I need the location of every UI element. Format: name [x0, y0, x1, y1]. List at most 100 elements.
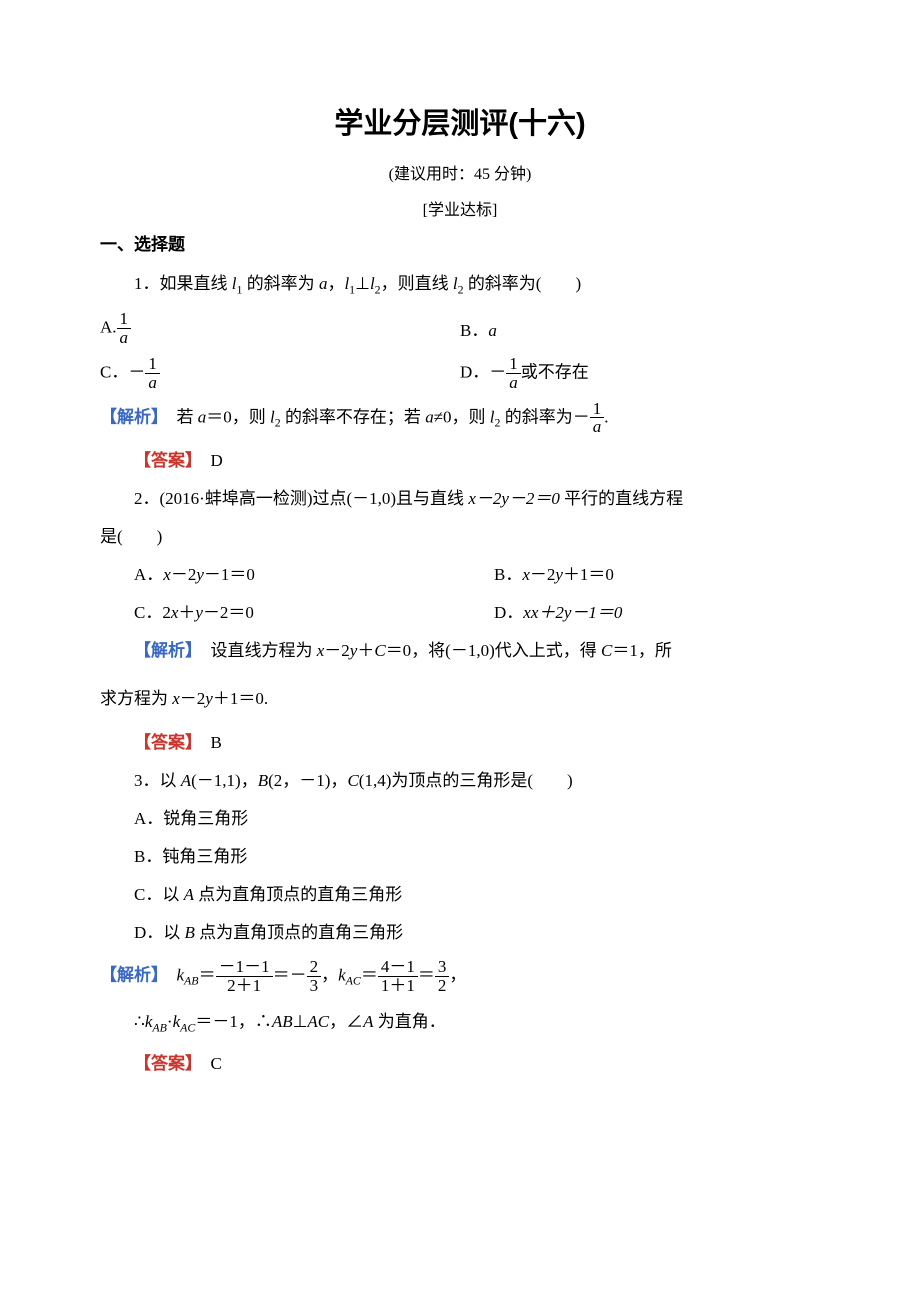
- q2-analysis-line2: 求方程为 x－2y＋1＝0.: [100, 682, 820, 716]
- answer-tag: 【答案】: [134, 733, 194, 752]
- den: 2: [435, 977, 450, 995]
- q1-option-b: B．a: [460, 310, 820, 347]
- q1-option-d: D．－1a或不存在: [460, 355, 820, 392]
- A: A: [181, 771, 191, 790]
- perp: ⊥: [355, 274, 370, 293]
- text: ，所: [638, 641, 672, 660]
- num: －1－1: [216, 958, 273, 977]
- label: D．－: [460, 362, 506, 381]
- sub: AB: [152, 1020, 167, 1034]
- answer-tag: 【答案】: [134, 1054, 194, 1073]
- q2-stem-line2: 是( ): [100, 520, 820, 554]
- text: 1．如果直线: [134, 274, 232, 293]
- page-title: 学业分层测评(十六): [100, 100, 820, 142]
- pt: (1,4)为顶点的三角形是( ): [359, 771, 573, 790]
- q3-analysis-line2: ∴kAB·kAC＝－1，∴AB⊥AC，∠A 为直角．: [100, 1003, 820, 1041]
- q2-options-cd: C．2x＋y－2＝0 D．xx＋2y－1＝0: [100, 596, 820, 630]
- A: A: [363, 1012, 373, 1031]
- k: k: [177, 966, 185, 985]
- eq: ＝－1，∴: [195, 1012, 272, 1031]
- q3-answer: 【答案】 C: [100, 1047, 820, 1081]
- q2-option-d: D．xx＋2y－1＝0: [460, 596, 820, 630]
- text: 2．(2016·蚌埠高一检测)过点(－1,0)且与直线: [134, 489, 468, 508]
- text: 的斜率不存在；若: [281, 407, 426, 426]
- end: 为直角．: [374, 1012, 446, 1031]
- k: k: [173, 1012, 181, 1031]
- neq: ≠0: [434, 407, 452, 426]
- num: 3: [435, 958, 450, 977]
- eq: ＝: [199, 966, 216, 985]
- a: a: [425, 407, 434, 426]
- q1-options-ab: A.1a B．a: [100, 310, 820, 347]
- text: 的斜率为: [242, 274, 319, 293]
- end: .: [604, 407, 608, 426]
- num: 1: [145, 355, 160, 374]
- fraction: 4－11＋1: [378, 958, 418, 995]
- q3-option-d: D．以 B 点为直角顶点的直角三角形: [100, 916, 820, 950]
- suf: 点为直角顶点的直角三角形: [195, 923, 403, 942]
- eq: ＝0: [206, 407, 232, 426]
- q1-option-a: A.1a: [100, 310, 460, 347]
- mid: ，∠: [329, 1012, 363, 1031]
- num: 1: [506, 355, 521, 374]
- subtitle: (建议用时：45 分钟): [100, 160, 820, 184]
- fraction: 1a: [145, 355, 160, 392]
- text: 若: [160, 407, 198, 426]
- B: B: [258, 771, 268, 790]
- answer-val: B: [194, 733, 222, 752]
- q3-stem: 3．以 A(－1,1)，B(2，－1)，C(1,4)为顶点的三角形是( ): [100, 764, 820, 798]
- text: 求方程为: [100, 689, 172, 708]
- text: ，: [327, 274, 344, 293]
- text: ，则: [452, 407, 490, 426]
- den: 3: [307, 977, 322, 995]
- text: 的斜率为( ): [464, 274, 582, 293]
- q2-option-c: C．2x＋y－2＝0: [100, 596, 460, 630]
- AB: AB: [272, 1012, 293, 1031]
- text: 设直线方程为: [194, 641, 317, 660]
- den: a: [145, 374, 160, 392]
- label: B．: [460, 321, 488, 340]
- q3-option-a: A．锐角三角形: [100, 802, 820, 836]
- eq: ＝: [361, 966, 378, 985]
- B: B: [185, 923, 195, 942]
- fraction: 1a: [117, 310, 132, 347]
- den: a: [590, 418, 605, 436]
- num: 4－1: [378, 958, 418, 977]
- answer-val: C: [194, 1054, 222, 1073]
- comma: ，: [321, 966, 338, 985]
- den: 2＋1: [216, 977, 273, 995]
- fraction: 1a: [506, 355, 521, 392]
- eq: ＝－: [273, 966, 307, 985]
- q3-analysis-line1: 【解析】 kAB＝－1－12＋1＝－23，kAC＝4－11＋1＝32，: [100, 958, 820, 995]
- den: a: [506, 374, 521, 392]
- sub: AC: [180, 1020, 195, 1034]
- fraction: 23: [307, 958, 322, 995]
- sub: AB: [184, 974, 199, 988]
- label: B．: [494, 565, 522, 584]
- q2-stem-line1: 2．(2016·蚌埠高一检测)过点(－1,0)且与直线 x－2y－2＝0 平行的…: [100, 482, 820, 516]
- comma: ，: [449, 966, 466, 985]
- analysis-tag: 【解析】: [100, 407, 160, 426]
- text: ，将(－1,0)代入上式，得: [411, 641, 601, 660]
- label: C．: [134, 603, 162, 622]
- pre: D．以: [134, 923, 185, 942]
- eq: ＝1: [612, 641, 638, 660]
- k: k: [338, 966, 346, 985]
- val: a: [488, 321, 497, 340]
- q1-analysis: 【解析】 若 a＝0，则 l2 的斜率不存在；若 a≠0，则 l2 的斜率为－1…: [100, 400, 820, 437]
- answer-tag: 【答案】: [134, 451, 194, 470]
- q1-answer: 【答案】 D: [100, 444, 820, 478]
- label: A．: [134, 565, 163, 584]
- A: A: [184, 885, 194, 904]
- pre: C．以: [134, 885, 184, 904]
- num: 2: [307, 958, 322, 977]
- text: 3．以: [134, 771, 181, 790]
- num: 1: [117, 310, 132, 329]
- perp: ⊥: [293, 1012, 308, 1031]
- q3-option-b: B．钝角三角形: [100, 840, 820, 874]
- fraction: －1－12＋1: [216, 958, 273, 995]
- analysis-tag: 【解析】: [134, 641, 194, 660]
- text: ，则直线: [381, 274, 453, 293]
- label: C．－: [100, 362, 145, 381]
- suf: 点为直角顶点的直角三角形: [194, 885, 402, 904]
